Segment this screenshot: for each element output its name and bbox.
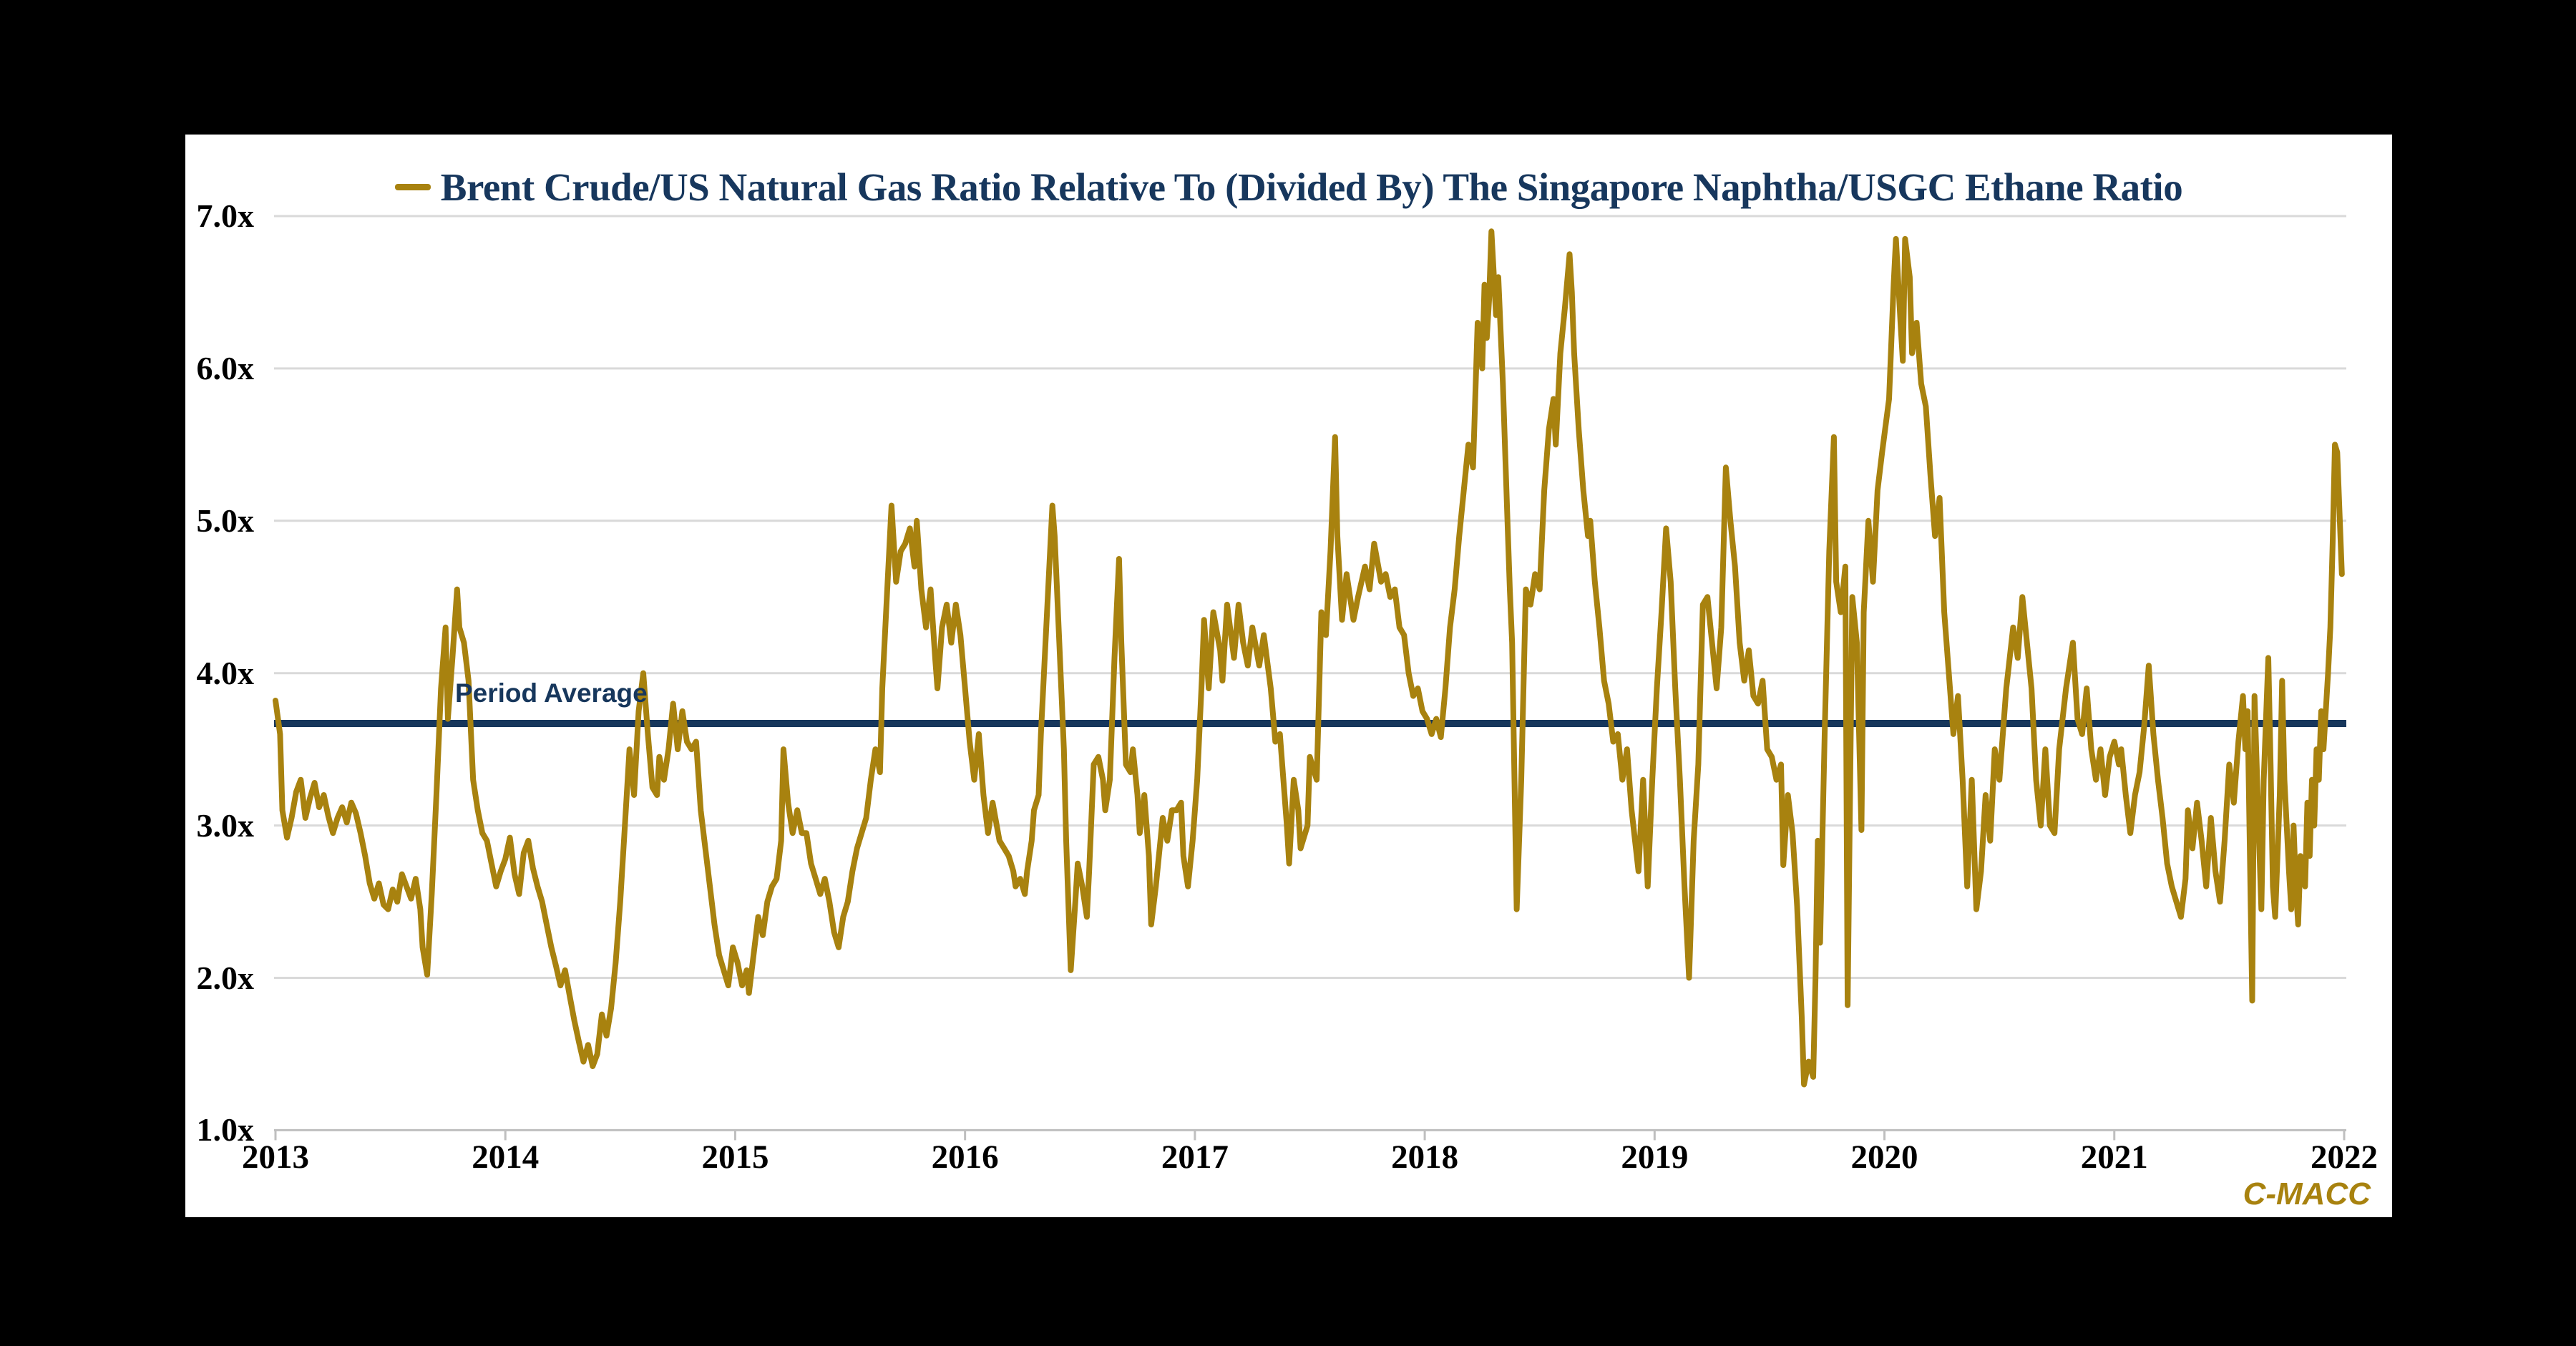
x-tick-label: 2015 [701, 1138, 769, 1176]
y-tick-label: 1.0x [196, 1111, 255, 1149]
x-tick-label: 2018 [1391, 1138, 1459, 1176]
y-tick-label: 7.0x [196, 197, 255, 234]
x-tick-label: 2017 [1161, 1138, 1229, 1176]
y-tick-label: 2.0x [196, 959, 255, 996]
x-tick-label: 2022 [2310, 1138, 2378, 1176]
cmacc-watermark: C-MACC [2243, 1176, 2371, 1211]
x-tick-label: 2014 [472, 1138, 540, 1176]
x-tick-label: 2019 [1621, 1138, 1689, 1176]
y-tick-label: 3.0x [196, 806, 255, 844]
y-tick-label: 6.0x [196, 349, 255, 386]
x-tick-label: 2016 [931, 1138, 999, 1176]
period-average-label: Period Average [455, 678, 648, 708]
y-tick-label: 5.0x [196, 502, 255, 539]
chart-panel: 7.0x 6.0x 5.0x 4.0x 3.0x 2.0x 1.0x 2013 2014 201… [185, 135, 2392, 1217]
plot-svg [273, 215, 2346, 1141]
x-tick-label: 2020 [1850, 1138, 1918, 1176]
x-tick-label: 2021 [2080, 1138, 2148, 1176]
series-line [273, 228, 2345, 1088]
y-tick-label: 4.0x [196, 654, 255, 691]
x-tick-label: 2013 [242, 1138, 309, 1176]
